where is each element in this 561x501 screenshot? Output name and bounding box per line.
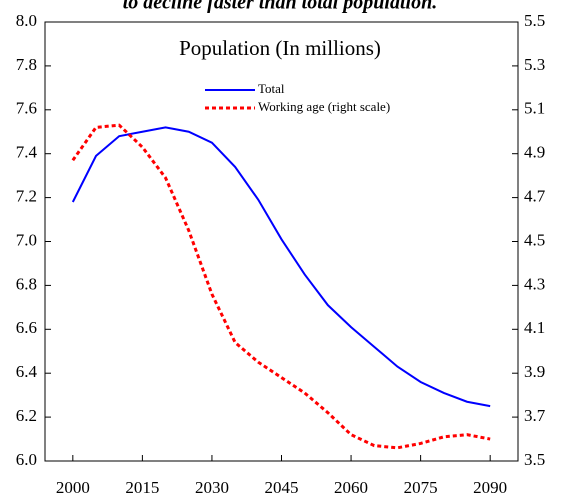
- x-tick-label: 2075: [404, 478, 438, 497]
- y2-tick-label: 3.9: [524, 362, 545, 381]
- y-tick-label: 6.0: [16, 450, 37, 469]
- x-tick-label: 2045: [265, 478, 299, 497]
- y2-tick-label: 4.1: [524, 318, 545, 337]
- annotation: Population (In millions): [179, 36, 381, 60]
- y2-tick-label: 4.7: [524, 187, 546, 206]
- y-tick-label: 8.0: [16, 11, 37, 30]
- y2-tick-label: 5.5: [524, 11, 545, 30]
- series-line: [71, 126, 491, 408]
- y2-tick-label: 4.5: [524, 230, 545, 249]
- x-tick-label: 2000: [56, 478, 90, 497]
- y2-tick-label: 3.7: [524, 406, 546, 425]
- y2-tick-label: 3.5: [524, 450, 545, 469]
- y-tick-label: 7.4: [16, 143, 38, 162]
- x-tick-label: 2090: [473, 478, 507, 497]
- y-tick-label: 7.6: [16, 99, 37, 118]
- x-tick-label: 2015: [125, 478, 159, 497]
- x-tick-label: 2060: [334, 478, 368, 497]
- y-tick-label: 7.8: [16, 55, 37, 74]
- y-tick-label: 6.4: [16, 362, 38, 381]
- y-tick-label: 7.0: [16, 230, 37, 249]
- chart-title: to decline faster than total population.: [123, 0, 437, 14]
- legend-label: Total: [258, 81, 285, 96]
- y2-tick-label: 4.9: [524, 143, 545, 162]
- legend-label: Working age (right scale): [258, 99, 390, 114]
- y-tick-label: 6.2: [16, 406, 37, 425]
- y-tick-label: 6.6: [16, 318, 37, 337]
- x-tick-label: 2030: [195, 478, 229, 497]
- y2-tick-label: 5.3: [524, 55, 545, 74]
- y-tick-label: 6.8: [16, 274, 37, 293]
- y-tick-label: 7.2: [16, 187, 37, 206]
- series-line: [71, 123, 491, 450]
- y2-tick-label: 5.1: [524, 99, 545, 118]
- y2-tick-label: 4.3: [524, 274, 545, 293]
